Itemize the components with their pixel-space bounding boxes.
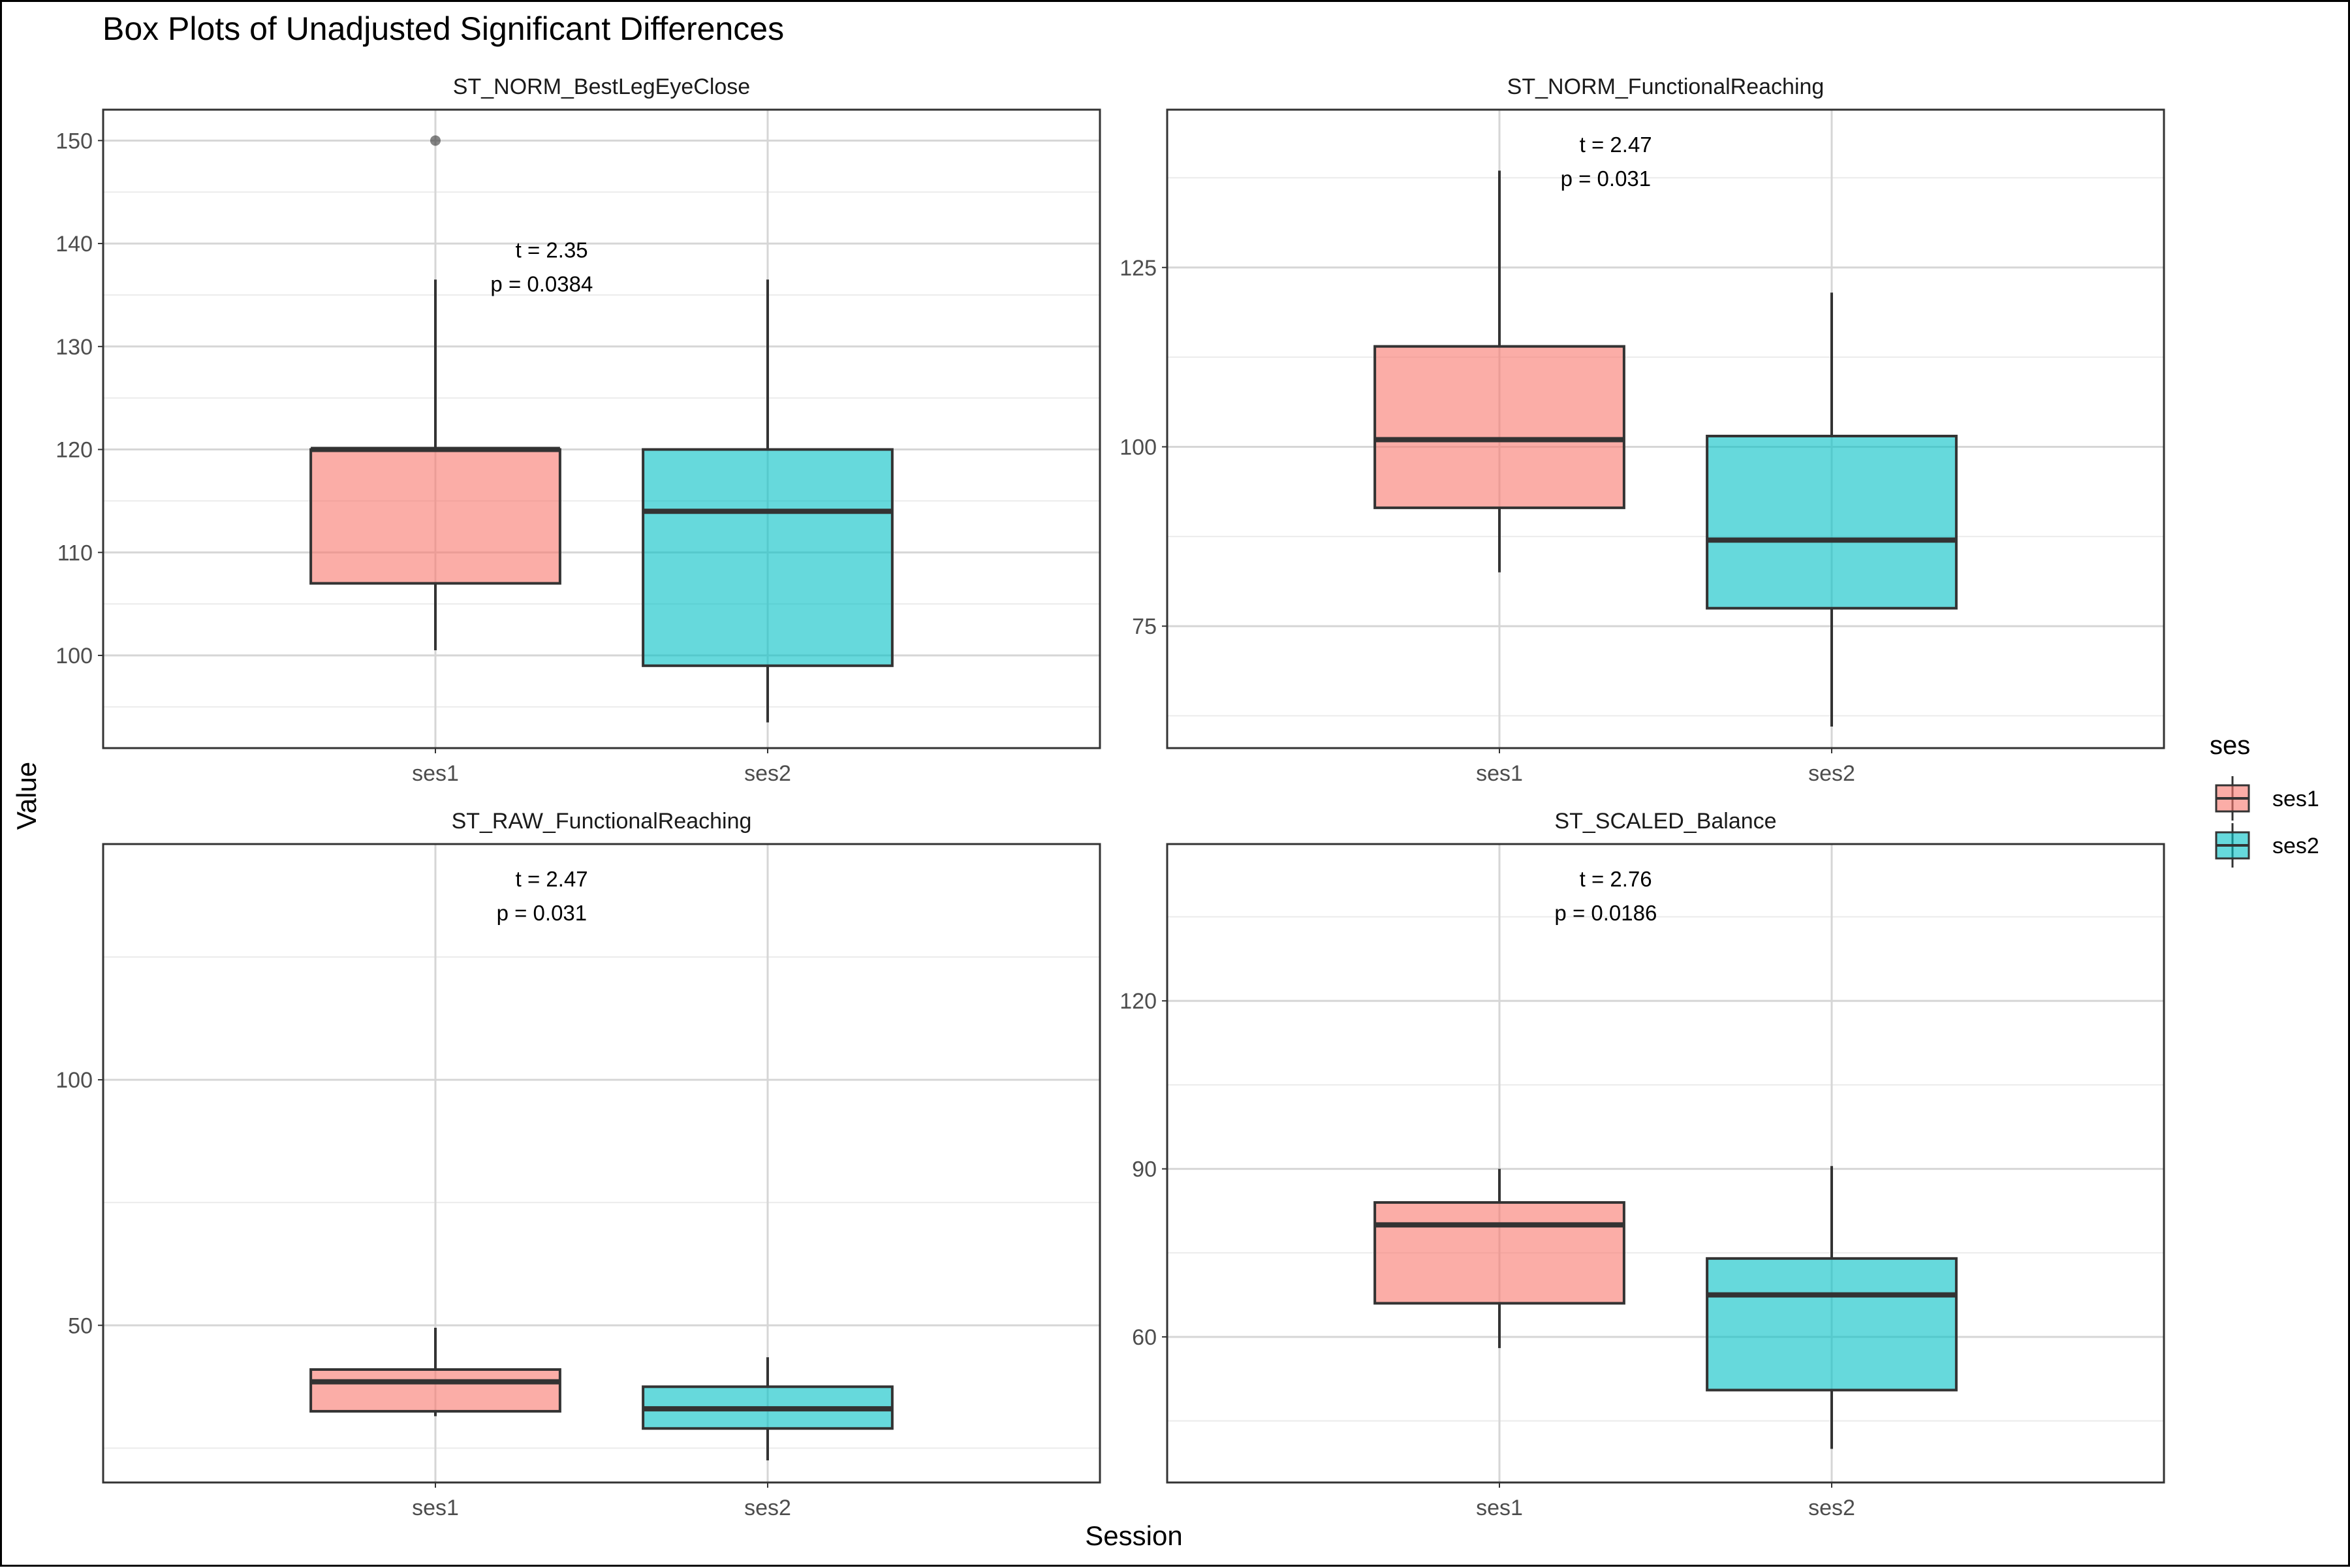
major-gridlines xyxy=(103,844,1100,1482)
legend-entry-ses1: ses1 xyxy=(2215,776,2319,821)
y-tick-label: 110 xyxy=(57,541,93,565)
y-tick-label: 60 xyxy=(1132,1325,1157,1350)
y-tick-label: 130 xyxy=(55,335,93,360)
y-tick-label: 125 xyxy=(1120,256,1157,281)
annotation-p: p = 0.031 xyxy=(1561,166,1652,191)
major-gridlines xyxy=(103,110,1100,748)
box-body xyxy=(642,448,894,667)
y-axis-title: Value xyxy=(11,762,42,830)
y-tick-label: 120 xyxy=(55,438,93,463)
x-tick-label: ses1 xyxy=(1476,761,1523,786)
y-tick-label: 100 xyxy=(1120,435,1157,460)
stat-annotation: t = 2.47 p = 0.031 xyxy=(1561,133,1652,191)
y-tick-label: 50 xyxy=(68,1313,93,1338)
annotation-t: t = 2.76 xyxy=(1580,867,1652,891)
y-tick-label: 100 xyxy=(55,1068,93,1093)
box-ses1 xyxy=(1373,1168,1625,1349)
x-axis-ticks: ses1 ses2 xyxy=(1476,748,1855,786)
stat-annotation: t = 2.47 p = 0.031 xyxy=(497,867,588,925)
box-body xyxy=(1373,345,1625,509)
box-ses2 xyxy=(642,279,894,723)
box-ses2 xyxy=(1706,1166,1958,1449)
facet-panel-3: ST_RAW_FunctionalReaching 50 100 ses1 ses2 t … xyxy=(55,809,1101,1520)
outlier-point xyxy=(430,135,441,146)
x-axis-title: Session xyxy=(1085,1520,1182,1551)
facet-panel-4: ST_SCALED_Balance 60 90 120 ses1 ses2 t = 2.76… xyxy=(1120,809,2165,1520)
y-tick-label: 140 xyxy=(55,232,93,257)
x-axis-ticks: ses1 ses2 xyxy=(1476,1482,1855,1520)
y-tick-label: 150 xyxy=(55,129,93,153)
minor-gridlines xyxy=(1167,177,2164,717)
box-ses1 xyxy=(309,1328,561,1417)
legend-label: ses1 xyxy=(2272,787,2319,811)
facet-title: ST_NORM_FunctionalReaching xyxy=(1507,74,1825,99)
major-gridlines xyxy=(1167,844,2164,1482)
minor-gridlines xyxy=(103,956,1100,1449)
box-body xyxy=(309,1368,561,1413)
box-body xyxy=(309,448,561,585)
box-body xyxy=(1706,1257,1958,1392)
annotation-t: t = 2.47 xyxy=(516,867,588,891)
box-ses1 xyxy=(309,135,561,651)
y-tick-label: 100 xyxy=(55,644,93,668)
box-ses1 xyxy=(1373,170,1625,572)
legend-title: ses xyxy=(2210,731,2250,760)
legend-entry-ses2: ses2 xyxy=(2215,823,2319,868)
legend-label: ses2 xyxy=(2272,834,2319,858)
stat-annotation: t = 2.35 p = 0.0384 xyxy=(490,238,593,296)
panel-border xyxy=(102,108,1101,749)
annotation-t: t = 2.47 xyxy=(1580,133,1652,157)
y-tick-label: 75 xyxy=(1132,614,1157,639)
panel-border xyxy=(1166,843,2165,1484)
x-tick-label: ses2 xyxy=(744,1496,791,1520)
facet-panel-1: ST_NORM_BestLegEyeClose 100 110 120 130 140 15… xyxy=(55,74,1101,786)
box-ses2 xyxy=(642,1357,894,1461)
box-ses2 xyxy=(1706,292,1958,727)
annotation-t: t = 2.35 xyxy=(516,238,588,262)
x-axis-ticks: ses1 ses2 xyxy=(412,748,791,786)
x-tick-label: ses2 xyxy=(1808,1496,1855,1520)
annotation-p: p = 0.0384 xyxy=(490,272,593,296)
chart-title: Box Plots of Unadjusted Significant Diff… xyxy=(102,10,784,47)
y-tick-label: 90 xyxy=(1132,1157,1157,1182)
annotation-p: p = 0.0186 xyxy=(1554,901,1657,925)
box-body xyxy=(1373,1201,1625,1305)
annotation-p: p = 0.031 xyxy=(497,901,588,925)
y-axis-ticks: 75 100 125 xyxy=(1120,256,1167,639)
panel-border xyxy=(102,843,1101,1484)
facet-title: ST_SCALED_Balance xyxy=(1554,809,1776,834)
facet-title: ST_NORM_BestLegEyeClose xyxy=(453,74,750,99)
x-tick-label: ses1 xyxy=(1476,1496,1523,1520)
y-axis-ticks: 100 110 120 130 140 150 xyxy=(55,129,103,668)
y-axis-ticks: 60 90 120 xyxy=(1120,989,1167,1350)
legend: ses ses1 ses2 xyxy=(2210,731,2319,868)
x-tick-label: ses2 xyxy=(1808,761,1855,786)
x-tick-label: ses2 xyxy=(744,761,791,786)
box-body xyxy=(1706,434,1958,610)
major-gridlines xyxy=(1167,110,2164,748)
stat-annotation: t = 2.76 p = 0.0186 xyxy=(1554,867,1657,925)
x-tick-label: ses1 xyxy=(412,761,459,786)
facet-panels: ST_NORM_BestLegEyeClose 100 110 120 130 140 15… xyxy=(55,74,2165,1520)
y-axis-ticks: 50 100 xyxy=(55,1068,103,1338)
panel-border xyxy=(1166,108,2165,749)
minor-gridlines xyxy=(103,191,1100,708)
minor-gridlines xyxy=(1167,916,2164,1422)
x-tick-label: ses1 xyxy=(412,1496,459,1520)
y-tick-label: 120 xyxy=(1120,989,1157,1014)
x-axis-ticks: ses1 ses2 xyxy=(412,1482,791,1520)
facet-title: ST_RAW_FunctionalReaching xyxy=(452,809,752,834)
